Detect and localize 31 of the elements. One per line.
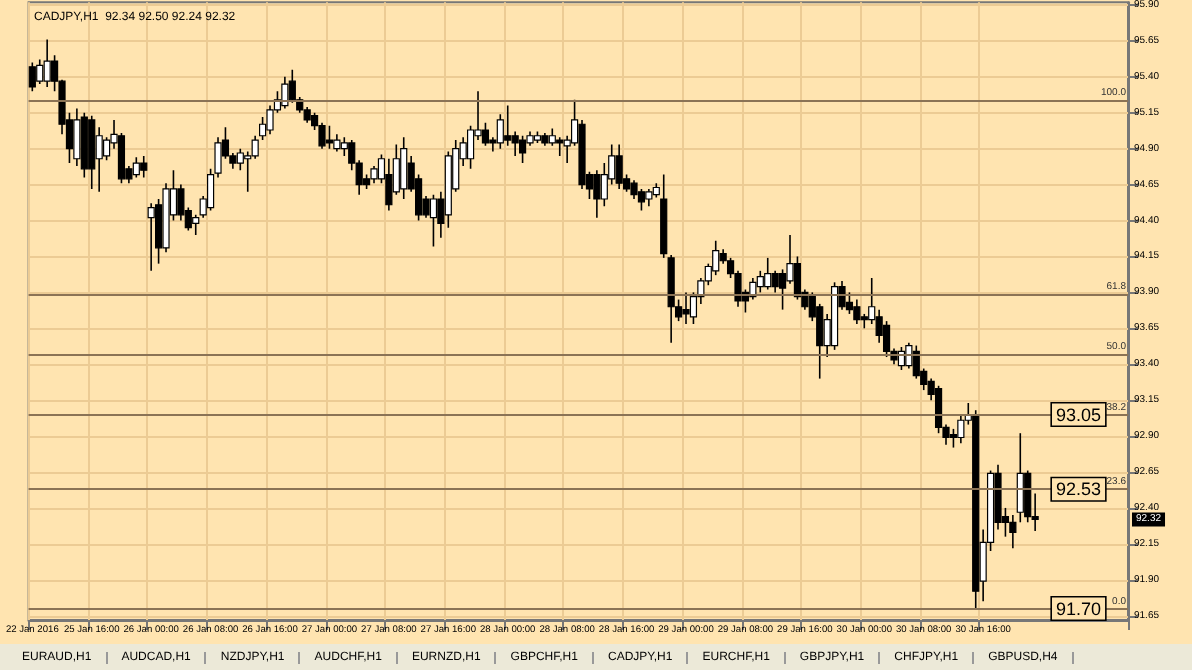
candlestick — [504, 104, 512, 147]
candlestick — [281, 76, 289, 110]
candlestick — [593, 169, 601, 219]
candlestick — [147, 202, 155, 272]
annotation: 91.70 — [1056, 598, 1102, 619]
candlestick — [556, 136, 564, 157]
candlestick — [132, 156, 140, 179]
candlestick — [637, 188, 646, 212]
candlestick — [771, 270, 779, 294]
candlestick — [682, 291, 690, 325]
candlestick — [949, 428, 958, 449]
candlestick — [518, 134, 527, 164]
candlestick — [28, 61, 36, 93]
candlestick — [756, 270, 764, 294]
candlestick — [496, 113, 504, 150]
candlestick — [140, 155, 148, 179]
candlestick — [615, 143, 623, 190]
candlestick — [1009, 514, 1017, 549]
annotation: 93.05 — [1056, 404, 1102, 425]
candlestick — [73, 107, 81, 167]
candlestick — [400, 136, 408, 200]
candlestick — [43, 38, 51, 88]
candlestick — [1016, 432, 1024, 524]
annotation: 92.53 — [1056, 479, 1102, 500]
candlestick — [764, 257, 772, 291]
candlestick — [325, 124, 334, 150]
candlestick — [95, 126, 103, 193]
candlestick — [36, 58, 44, 85]
candlestick — [853, 298, 861, 325]
candlestick — [340, 136, 348, 157]
candlestick — [429, 193, 438, 248]
